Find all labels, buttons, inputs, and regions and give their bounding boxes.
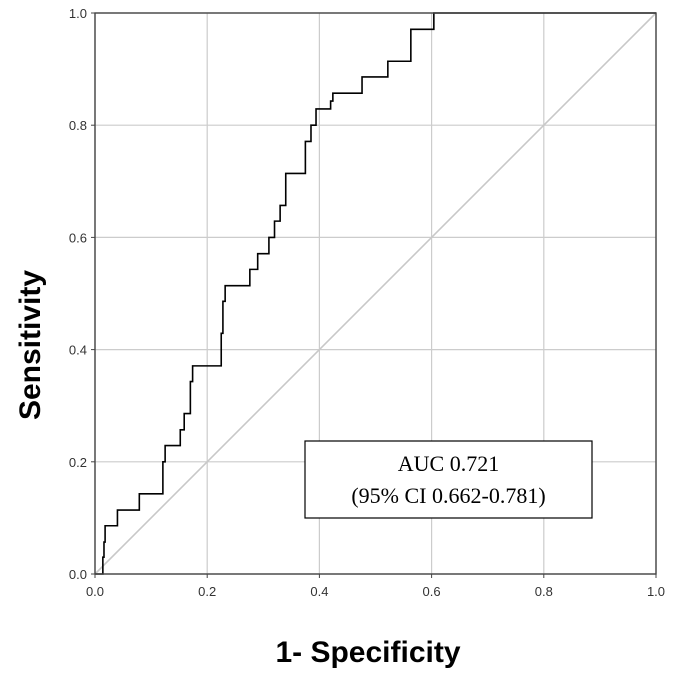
y-tick-label: 0.6 <box>69 230 87 245</box>
auc-ci-text: (95% CI 0.662-0.781) <box>351 483 545 508</box>
y-tick-label: 0.8 <box>69 118 87 133</box>
x-axis-title: 1- Specificity <box>275 636 460 669</box>
x-tick-label: 0.8 <box>535 584 553 599</box>
plot-frame <box>94 12 657 575</box>
auc-annotation-box <box>304 440 593 519</box>
x-tick-label: 0.6 <box>423 584 441 599</box>
y-axis-title: Sensitivity <box>14 270 47 420</box>
y-tick-label: 0.2 <box>69 455 87 470</box>
reference-diagonal-line <box>94 12 657 575</box>
auc-value-text: AUC 0.721 <box>398 451 499 476</box>
auc-annotation: AUC 0.721 (95% CI 0.662-0.781) <box>304 440 593 519</box>
x-tick-label: 1.0 <box>647 584 665 599</box>
y-axis-ticks: 0.0 0.2 0.4 0.6 0.8 1.0 <box>69 6 95 582</box>
y-tick-label: 0.4 <box>69 343 87 358</box>
x-axis-ticks: 0.0 0.2 0.4 0.6 0.8 1.0 <box>86 574 665 599</box>
roc-curve <box>95 12 656 575</box>
y-tick-label: 0.0 <box>69 567 87 582</box>
x-tick-label: 0.0 <box>86 584 104 599</box>
x-tick-label: 0.4 <box>310 584 328 599</box>
y-tick-label: 1.0 <box>69 6 87 21</box>
x-tick-label: 0.2 <box>198 584 216 599</box>
